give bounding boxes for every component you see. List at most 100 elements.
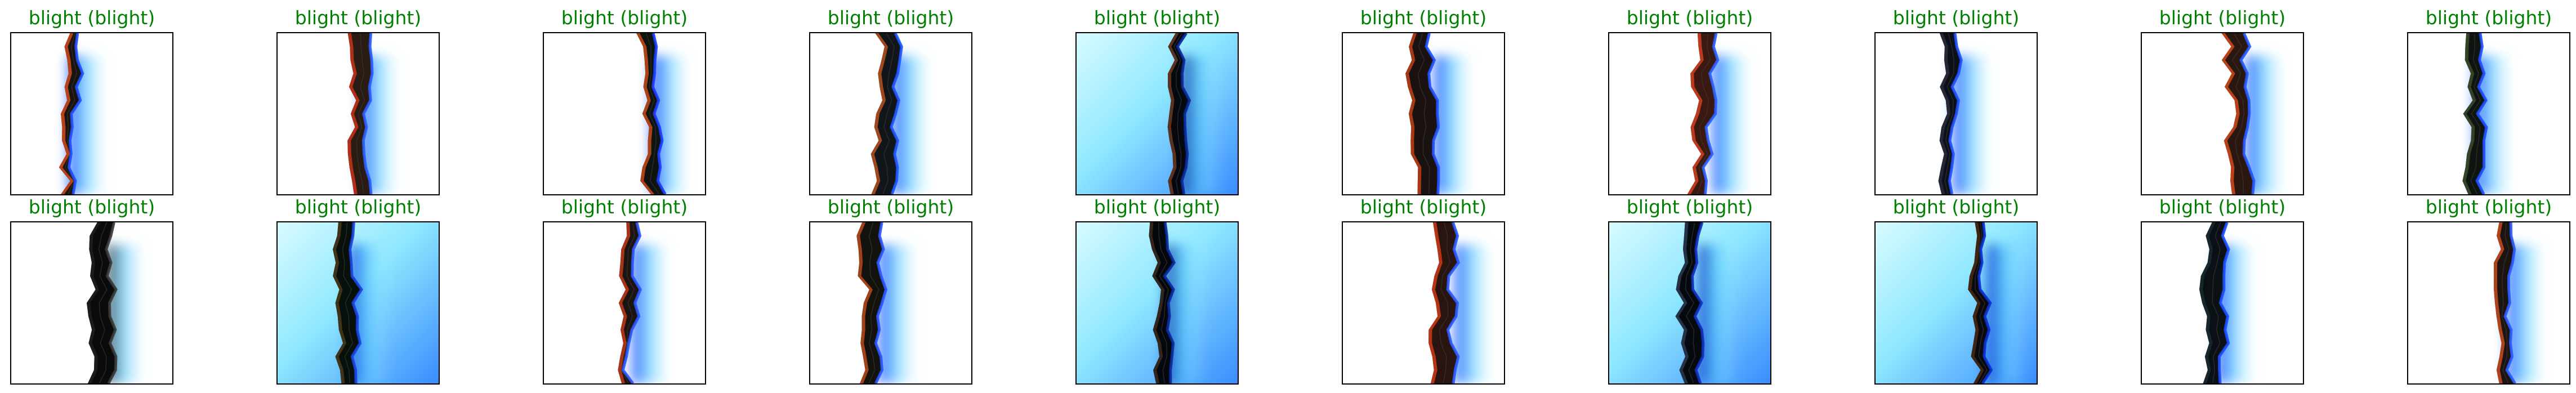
leaf-midrib bbox=[98, 222, 108, 383]
blight-lesion bbox=[2494, 222, 2505, 383]
leaf-midrib bbox=[2501, 222, 2510, 383]
leaf-blade bbox=[1687, 33, 1718, 194]
leaf-midrib bbox=[1685, 222, 1696, 383]
leaf-shadow bbox=[1181, 56, 1221, 194]
leaf-shadow bbox=[1434, 56, 1474, 194]
prediction-label: blight (blight) bbox=[294, 196, 422, 218]
leaf-midrib bbox=[1975, 222, 1988, 383]
leaf-image bbox=[1874, 221, 2038, 385]
leaf-image bbox=[2407, 221, 2570, 385]
leaf-midrib bbox=[645, 33, 660, 194]
blight-lesion bbox=[618, 222, 631, 383]
blight-lesion bbox=[1149, 222, 1165, 383]
prediction-label: blight (blight) bbox=[1093, 196, 1221, 218]
prediction-label: blight (blight) bbox=[2159, 196, 2286, 218]
leaf-shadow bbox=[892, 56, 932, 194]
leaf-image bbox=[1608, 32, 1771, 195]
leaf-midrib bbox=[621, 222, 635, 383]
leaf-blade bbox=[856, 222, 886, 383]
leaf-edge bbox=[1176, 33, 1191, 194]
leaf-edge bbox=[361, 33, 374, 194]
prediction-label: blight (blight) bbox=[1626, 7, 1753, 29]
leaf-image bbox=[1075, 32, 1239, 195]
leaf-blade bbox=[333, 222, 361, 383]
prediction-label: blight (blight) bbox=[28, 7, 155, 29]
leaf-shadow bbox=[1712, 56, 1752, 194]
leaf-edge bbox=[105, 222, 118, 383]
leaf-edge bbox=[67, 33, 84, 194]
leaf-midrib bbox=[2212, 222, 2221, 383]
blight-lesion bbox=[636, 33, 655, 194]
leaf-image bbox=[809, 221, 972, 385]
leaf-midrib bbox=[868, 222, 879, 383]
blight-lesion bbox=[1675, 222, 1689, 383]
leaf-image bbox=[809, 32, 972, 195]
leaf-image bbox=[10, 221, 173, 385]
leaf-edge bbox=[349, 222, 364, 383]
prediction-label: blight (blight) bbox=[1360, 196, 1487, 218]
blight-lesion bbox=[1167, 33, 1179, 194]
leaf-shadow bbox=[1454, 245, 1494, 383]
prediction-label: blight (blight) bbox=[827, 7, 954, 29]
leaf-midrib bbox=[1418, 33, 1430, 194]
blight-lesion bbox=[2462, 33, 2476, 194]
leaf-midrib bbox=[356, 33, 365, 194]
prediction-label: blight (blight) bbox=[561, 196, 688, 218]
prediction-label: blight (blight) bbox=[561, 7, 688, 29]
leaf-shadow bbox=[1698, 245, 1738, 383]
blight-lesion bbox=[1687, 33, 1705, 194]
leaf-edge bbox=[890, 33, 903, 194]
blight-lesion bbox=[870, 33, 888, 194]
prediction-label: blight (blight) bbox=[1360, 7, 1487, 29]
leaf-image bbox=[1342, 32, 1505, 195]
leaf-midrib bbox=[882, 33, 895, 194]
leaf-image bbox=[276, 221, 440, 385]
blight-lesion bbox=[59, 33, 74, 194]
leaf-image bbox=[2141, 221, 2304, 385]
prediction-label: blight (blight) bbox=[1626, 196, 1753, 218]
leaf-midrib bbox=[1439, 222, 1450, 383]
leaf-midrib bbox=[1173, 33, 1182, 194]
leaf-edge bbox=[2503, 222, 2516, 383]
leaf-edge bbox=[1425, 33, 1440, 194]
blight-lesion bbox=[2199, 222, 2216, 383]
leaf-image bbox=[1608, 221, 1771, 385]
leaf-edge bbox=[1702, 33, 1720, 194]
prediction-label: blight (blight) bbox=[28, 196, 155, 218]
leaf-midrib bbox=[2232, 33, 2245, 194]
prediction-label: blight (blight) bbox=[2425, 196, 2552, 218]
blight-lesion bbox=[333, 222, 347, 383]
prediction-label: blight (blight) bbox=[2159, 7, 2286, 29]
blight-lesion bbox=[347, 33, 360, 194]
leaf-midrib bbox=[1158, 222, 1169, 383]
leaf-edge bbox=[2239, 33, 2256, 194]
blight-lesion bbox=[856, 222, 873, 383]
leaf-image bbox=[276, 32, 440, 195]
leaf-midrib bbox=[342, 222, 354, 383]
prediction-label: blight (blight) bbox=[827, 196, 954, 218]
leaf-shadow bbox=[2506, 245, 2546, 383]
leaf-image bbox=[543, 221, 706, 385]
prediction-label: blight (blight) bbox=[1892, 7, 2020, 29]
blight-lesion bbox=[87, 222, 101, 383]
leaf-edge bbox=[1446, 222, 1461, 383]
prediction-label: blight (blight) bbox=[2425, 7, 2552, 29]
leaf-image bbox=[1874, 32, 2038, 195]
leaf-edge bbox=[1691, 222, 1705, 383]
leaf-edge bbox=[1977, 222, 1993, 383]
leaf-image bbox=[10, 32, 173, 195]
leaf-edge bbox=[651, 33, 667, 194]
leaf-midrib bbox=[1697, 33, 1711, 194]
leaf-edge bbox=[1948, 33, 1963, 194]
leaf-midrib bbox=[2470, 33, 2481, 194]
blight-lesion bbox=[1938, 33, 1951, 194]
leaf-image bbox=[2141, 32, 2304, 195]
leaf-image bbox=[543, 32, 706, 195]
leaf-edge bbox=[621, 222, 642, 383]
blight-lesion bbox=[1968, 222, 1984, 383]
leaf-midrib bbox=[1944, 33, 1954, 194]
prediction-label: blight (blight) bbox=[1892, 196, 2020, 218]
leaf-shadow bbox=[1986, 245, 2026, 383]
leaf-edge bbox=[874, 222, 888, 383]
